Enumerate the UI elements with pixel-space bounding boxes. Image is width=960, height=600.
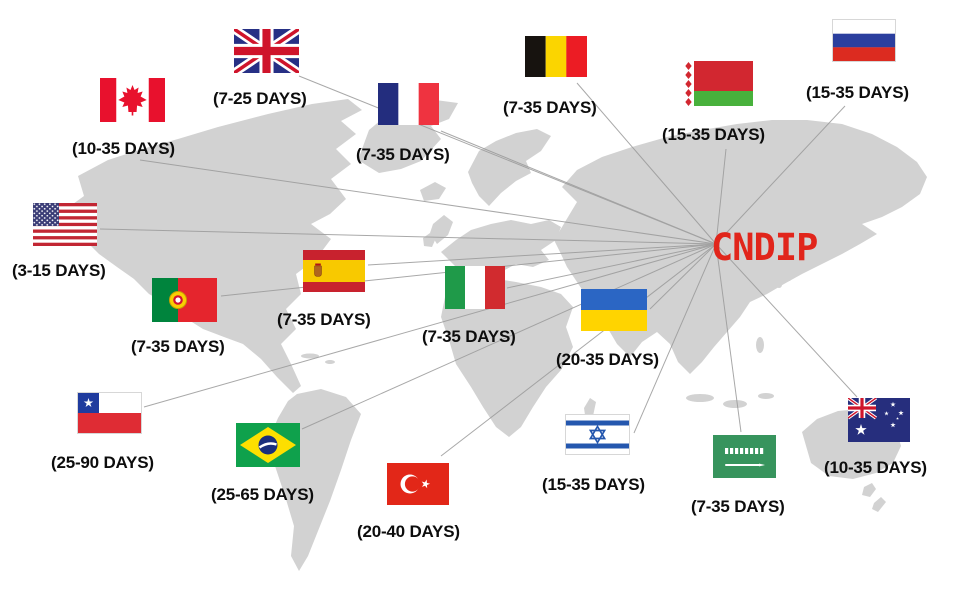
iceland-shape — [420, 182, 446, 201]
belarus-flag — [683, 61, 753, 106]
north-america-shape — [62, 99, 362, 393]
shipping-days-label: (7-35 DAYS) — [503, 98, 597, 117]
shipping-days-label: (7-25 DAYS) — [213, 89, 307, 108]
shipping-days-label: (15-35 DAYS) — [806, 83, 909, 102]
spain-flag — [303, 250, 365, 292]
shipping-days-label: (10-35 DAYS) — [72, 139, 175, 158]
shipping-days-label: (25-65 DAYS) — [211, 485, 314, 504]
brand-name: CNDIP — [711, 226, 818, 269]
shipping-days-label: (10-35 DAYS) — [824, 458, 927, 477]
shipping-days-label: (20-35 DAYS) — [556, 350, 659, 369]
europe-shape — [441, 220, 561, 280]
continents — [62, 99, 927, 571]
africa-shape — [441, 278, 573, 437]
uk-flag — [234, 29, 299, 73]
brazil-flag — [236, 423, 300, 467]
turkey-flag — [387, 463, 449, 505]
portugal-flag — [152, 278, 217, 322]
belgium-flag — [525, 36, 587, 77]
shipping-days-label: (20-40 DAYS) — [357, 522, 460, 541]
shipping-days-label: (3-15 DAYS) — [12, 261, 106, 280]
israel-flag — [565, 414, 630, 455]
shipping-days-label: (7-35 DAYS) — [277, 310, 371, 329]
shipping-days-label: (15-35 DAYS) — [542, 475, 645, 494]
russia-flag — [832, 19, 896, 62]
canada-flag — [100, 78, 165, 122]
asia-shape — [554, 120, 927, 374]
shipping-days-label: (25-90 DAYS) — [51, 453, 154, 472]
ukraine-flag — [581, 289, 647, 331]
shipping-days-label: (7-35 DAYS) — [691, 497, 785, 516]
australia-flag — [848, 398, 910, 442]
saudi-flag — [713, 435, 776, 478]
shipping-days-label: (7-35 DAYS) — [422, 327, 516, 346]
shipping-lines — [99, 75, 858, 457]
chile-flag — [77, 392, 142, 434]
south-america-shape — [268, 389, 361, 571]
scandinavia-shape — [468, 129, 551, 206]
shipping-days-label: (15-35 DAYS) — [662, 125, 765, 144]
france-flag — [378, 83, 439, 125]
shipping-days-label: (7-35 DAYS) — [131, 337, 225, 356]
italy-flag — [445, 266, 505, 309]
shipping-days-label: (7-35 DAYS) — [356, 145, 450, 164]
usa-flag — [33, 203, 97, 246]
